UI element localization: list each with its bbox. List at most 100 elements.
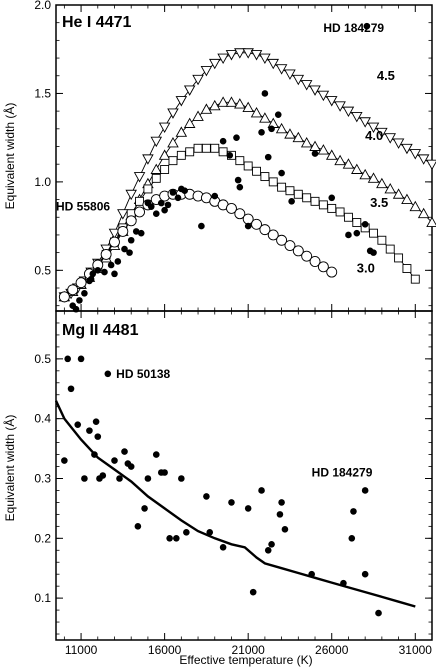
he-model-3-5-point — [168, 156, 178, 166]
he-model-4-5-point — [351, 111, 363, 123]
mg-y-axis-label: Equivalent width (Å) — [2, 415, 17, 522]
mg-y-tick-label: 0.1 — [34, 591, 51, 605]
mg-observed-point — [77, 355, 85, 363]
he-model-4-0-point — [334, 154, 346, 166]
he-observed-point — [211, 192, 219, 200]
he-observed-point — [278, 169, 285, 177]
mg-observed-point — [144, 475, 152, 482]
x-tick-label: 31000 — [399, 643, 433, 657]
he-observed-point — [363, 22, 371, 30]
he-model-3-5-point — [335, 207, 345, 217]
he-model-4-5-point — [242, 48, 254, 59]
mg-annotation: HD 50138 — [116, 367, 170, 381]
mg-y-tick-label: 0.3 — [34, 471, 51, 485]
he-model-4-5-point — [142, 154, 154, 165]
mg-annotation: HD 184279 — [312, 466, 373, 480]
mg-observed-point — [178, 475, 185, 482]
he-model-3-0-point — [259, 224, 271, 236]
he-model-4-0-point — [351, 163, 363, 174]
he-model-4-5-point — [167, 108, 179, 119]
he-model-3-5-point — [310, 196, 320, 206]
he-observed-point — [114, 258, 122, 265]
he-observed-point — [147, 203, 155, 210]
he-model-4-0-point — [183, 117, 196, 128]
mg-observed-point — [141, 505, 148, 512]
he-model-3-5-point — [260, 172, 270, 182]
he-observed-point — [121, 245, 128, 253]
mg-observed-point — [203, 493, 210, 500]
mg-observed-point — [152, 451, 160, 458]
he-y-tick-label: 1.0 — [34, 175, 51, 189]
he-y-tick-label: 2.0 — [34, 0, 51, 12]
he-model-4-5-point — [275, 64, 288, 75]
mg-observed-point — [74, 421, 82, 428]
he-observed-point — [328, 194, 336, 202]
he-annotation: HD 55806 — [56, 200, 110, 214]
he-model-4-5-point — [359, 117, 371, 128]
mg-observed-point — [228, 499, 235, 506]
he-model-3-0-point — [309, 256, 321, 267]
he-observed-point — [264, 153, 272, 161]
he-observed-point — [174, 194, 182, 202]
he-model-4-0-point — [234, 98, 246, 109]
he-model-3-5-point — [201, 143, 211, 153]
he-model-4-5-point — [367, 122, 380, 133]
mg-observed-point — [348, 535, 356, 542]
he-model-4-0-point — [167, 137, 179, 148]
he-model-4-5-point — [208, 58, 221, 70]
he-model-4-5-point — [133, 172, 146, 183]
he-model-4-0-point — [150, 163, 163, 174]
he-y-axis-label: Equivalent width (Å) — [2, 103, 17, 210]
he-observed-point — [234, 176, 242, 184]
mg-observed-point — [92, 418, 100, 425]
he-model-4-5-point — [284, 69, 296, 80]
mg-y-tick-label: 0.4 — [34, 412, 51, 426]
he-model-4-5-point — [125, 189, 137, 201]
he-observed-point — [81, 290, 88, 297]
mg-observed-point — [81, 475, 88, 482]
he-model-4-5-point — [300, 80, 313, 91]
he-y-tick-label: 1.5 — [34, 86, 51, 100]
he-model-4-5-point — [117, 209, 129, 220]
he-model-4-0-point — [200, 103, 213, 114]
he-model-4-0-point — [325, 149, 338, 160]
he-model-4-0-point — [392, 188, 405, 199]
he-model-3-5-point — [235, 156, 245, 166]
mg-observed-point — [134, 523, 142, 530]
mg-observed-point — [281, 526, 289, 533]
he-observed-point — [258, 129, 265, 136]
he-observed-point — [127, 236, 135, 244]
he-model-3-5-point — [352, 218, 362, 228]
he-observed-point — [226, 152, 234, 159]
he-model-3-5-point — [218, 147, 228, 157]
he-model-4-0-point — [359, 168, 371, 180]
he-model-3-5-point — [143, 184, 153, 194]
mg-observed-point — [183, 529, 190, 536]
mg-observed-point — [258, 487, 265, 494]
he-model-4-5-point — [334, 101, 346, 112]
he-model-3-0-point — [301, 250, 313, 262]
he-model-3-0-point — [125, 215, 137, 227]
he-model-3-0-point — [226, 202, 237, 214]
he-model-4-5-point — [325, 96, 338, 107]
mg-panel: 0.1 0.2 0.3 0.4 0.5 HD 50138 HD 184279 — [34, 310, 433, 641]
he-model-3-5-point — [176, 150, 186, 160]
he-model-4-0-point — [292, 131, 305, 143]
mg-observed-point — [264, 546, 272, 554]
x-tick-label: 26000 — [315, 643, 349, 657]
he-model-4-5-point — [225, 50, 238, 61]
he-model-3-5-point — [343, 212, 353, 222]
he-model-3-5-point — [318, 200, 328, 210]
he-model-4-0-point — [367, 172, 380, 183]
he-model-4-0-point — [242, 101, 254, 113]
he-model-4-5-point — [342, 106, 355, 118]
mg-observed-point — [161, 469, 168, 476]
mg-observed-point — [244, 505, 252, 512]
he-model-4-0-point — [250, 106, 263, 118]
mg-observed-point — [86, 427, 93, 434]
he-observed-point — [198, 222, 205, 230]
he-model-3-5-point — [243, 161, 253, 171]
he-model-3-0-point — [117, 225, 129, 237]
he-model-4-0-point — [426, 216, 436, 228]
mg-observed-point — [340, 579, 347, 587]
